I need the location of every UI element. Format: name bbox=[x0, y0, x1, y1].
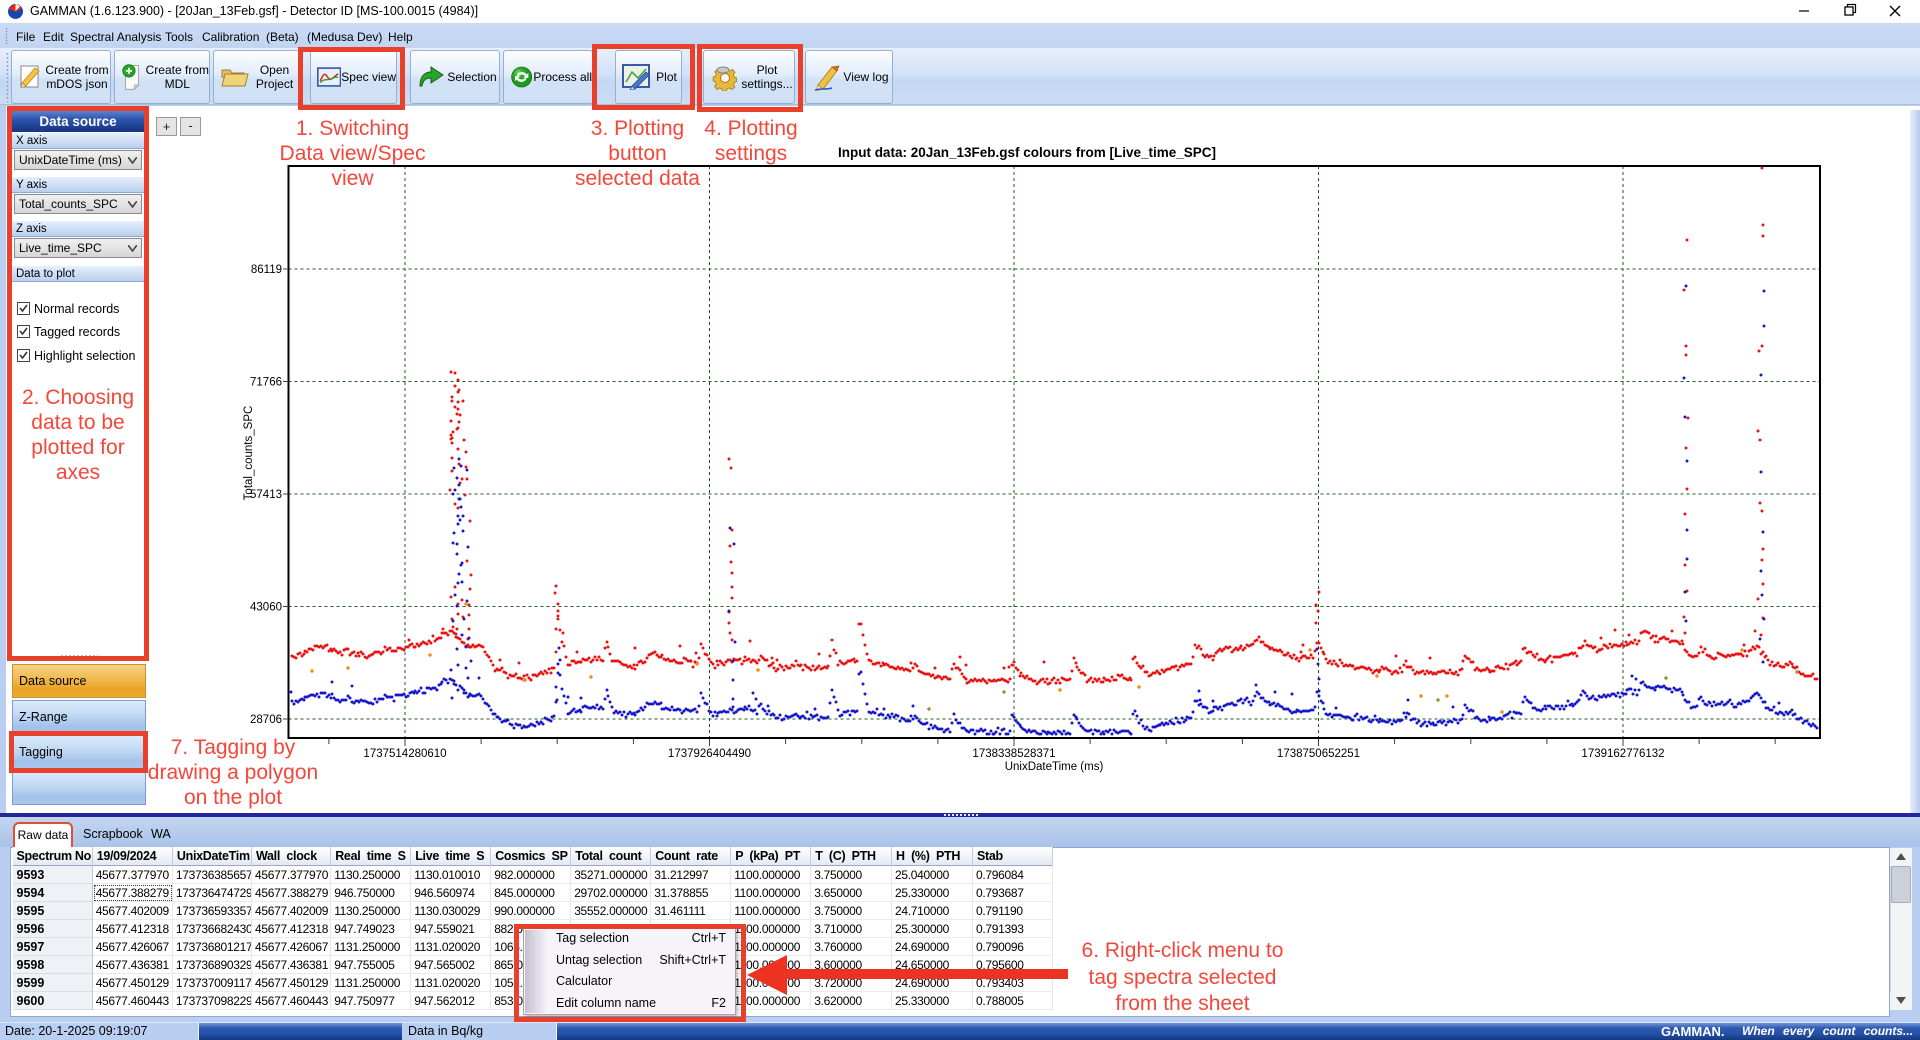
svg-text:71766: 71766 bbox=[250, 377, 282, 389]
svg-text:1739162776132: 1739162776132 bbox=[1581, 748, 1664, 760]
svg-text:1737926404490: 1737926404490 bbox=[668, 748, 751, 760]
svg-text:43060: 43060 bbox=[250, 602, 282, 614]
svg-text:86119: 86119 bbox=[251, 264, 282, 276]
svg-text:1738338528371: 1738338528371 bbox=[972, 748, 1055, 760]
svg-text:57413: 57413 bbox=[250, 489, 282, 501]
svg-text:1737514280610: 1737514280610 bbox=[363, 748, 446, 760]
svg-text:UnixDateTime (ms): UnixDateTime (ms) bbox=[1005, 761, 1104, 773]
svg-text:28706: 28706 bbox=[250, 714, 282, 726]
svg-text:Total_counts_SPC: Total_counts_SPC bbox=[243, 406, 255, 501]
svg-text:1738750652251: 1738750652251 bbox=[1277, 748, 1360, 760]
